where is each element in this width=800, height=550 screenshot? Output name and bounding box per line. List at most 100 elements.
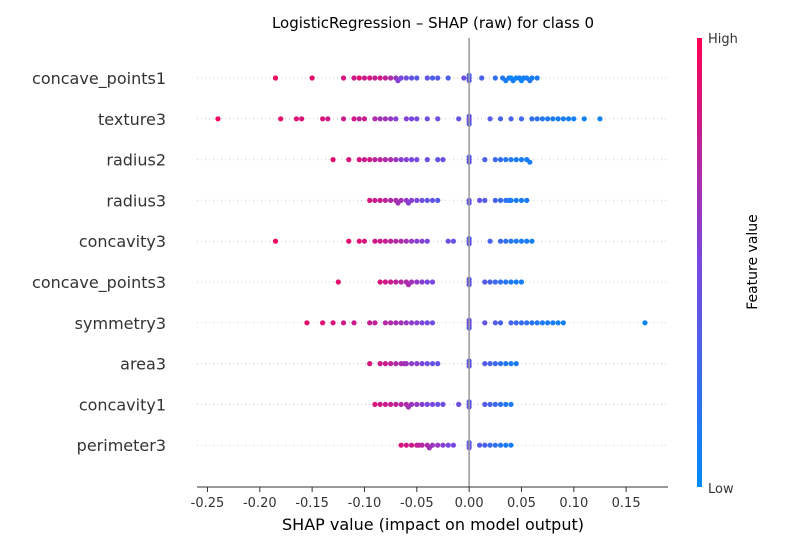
x-tick-label: 0.10 (559, 496, 588, 511)
shap-point (278, 116, 284, 122)
shap-point (429, 401, 436, 407)
shap-point (487, 238, 493, 244)
shap-point (497, 116, 504, 122)
shap-point (435, 401, 441, 407)
shap-point (393, 279, 399, 285)
shap-point (435, 75, 441, 81)
shap-point (435, 116, 441, 122)
feature-label: texture3 (98, 110, 166, 129)
shap-point (497, 442, 504, 448)
shap-point (492, 442, 498, 448)
shap-point (419, 320, 425, 326)
shap-point (518, 157, 525, 163)
shap-point (346, 238, 352, 244)
shap-point (372, 197, 378, 203)
shap-point (508, 401, 514, 407)
shap-point (450, 238, 457, 244)
shap-point (503, 401, 509, 407)
shap-point (356, 75, 362, 81)
shap-point (356, 116, 362, 122)
shap-point (440, 157, 446, 163)
x-tick-label: 0.00 (455, 496, 484, 511)
shap-point (403, 320, 409, 326)
shap-point (482, 401, 488, 407)
colorbar-low-label: Low (708, 482, 734, 497)
shap-point (398, 157, 404, 163)
shap-point (320, 116, 326, 122)
shap-point (398, 279, 404, 285)
shap-point (497, 238, 504, 244)
shap-point (382, 116, 388, 122)
feature-label: radius2 (106, 151, 166, 170)
shap-point (408, 116, 415, 122)
shap-point (565, 116, 572, 122)
shap-point (529, 75, 535, 81)
shap-point (508, 279, 514, 285)
shap-point (320, 320, 326, 326)
shap-point (361, 116, 368, 122)
shap-point (414, 197, 420, 203)
shap-point (560, 116, 566, 122)
shap-point (388, 116, 394, 122)
shap-point (539, 116, 546, 122)
x-tick-label: -0.05 (400, 496, 434, 511)
shap-point (388, 279, 394, 285)
shap-point (424, 75, 430, 81)
shap-point (513, 320, 519, 326)
shap-point (398, 75, 404, 81)
shap-point (456, 401, 462, 407)
feature-label: concavity1 (79, 395, 166, 414)
shap-point (508, 197, 514, 203)
shap-point (377, 361, 383, 367)
shap-point (367, 197, 373, 203)
shap-point (492, 279, 498, 285)
shap-point (408, 361, 415, 367)
shap-point (529, 320, 535, 326)
shap-point (550, 116, 556, 122)
shap-point (408, 75, 415, 81)
shap-point (424, 238, 430, 244)
shap-point (351, 75, 357, 81)
shap-point (304, 320, 310, 326)
shap-point (527, 159, 533, 165)
shap-point (503, 279, 509, 285)
shap-point (477, 442, 483, 448)
shap-point (382, 197, 388, 203)
shap-point (487, 279, 493, 285)
shap-point (372, 320, 378, 326)
shap-point (508, 361, 514, 367)
shap-point (361, 75, 368, 81)
colorbar-title: Feature value (745, 214, 761, 310)
shap-point (518, 279, 525, 285)
shap-point (382, 157, 388, 163)
shap-point (503, 361, 509, 367)
shap-point (513, 197, 519, 203)
shap-point (388, 361, 394, 367)
shap-point (419, 197, 425, 203)
shap-point (581, 116, 587, 122)
shap-point (513, 361, 519, 367)
shap-point (382, 401, 388, 407)
shap-point (393, 157, 399, 163)
shap-point (388, 401, 394, 407)
shap-point (393, 401, 399, 407)
shap-point (424, 279, 430, 285)
shap-point (513, 279, 519, 285)
shap-point (503, 442, 509, 448)
shap-point (414, 401, 420, 407)
shap-point (408, 238, 415, 244)
x-axis-label: SHAP value (impact on model output) (282, 515, 584, 534)
shap-point (429, 320, 436, 326)
shap-point (529, 116, 535, 122)
shap-point (382, 320, 388, 326)
shap-point (518, 116, 525, 122)
shap-point (382, 361, 388, 367)
feature-label: area3 (120, 355, 166, 374)
shap-point (497, 197, 504, 203)
shap-point (534, 75, 540, 81)
shap-point (382, 238, 388, 244)
shap-point (435, 442, 441, 448)
shap-point (414, 116, 420, 122)
shap-point (503, 157, 509, 163)
shap-point (388, 320, 394, 326)
